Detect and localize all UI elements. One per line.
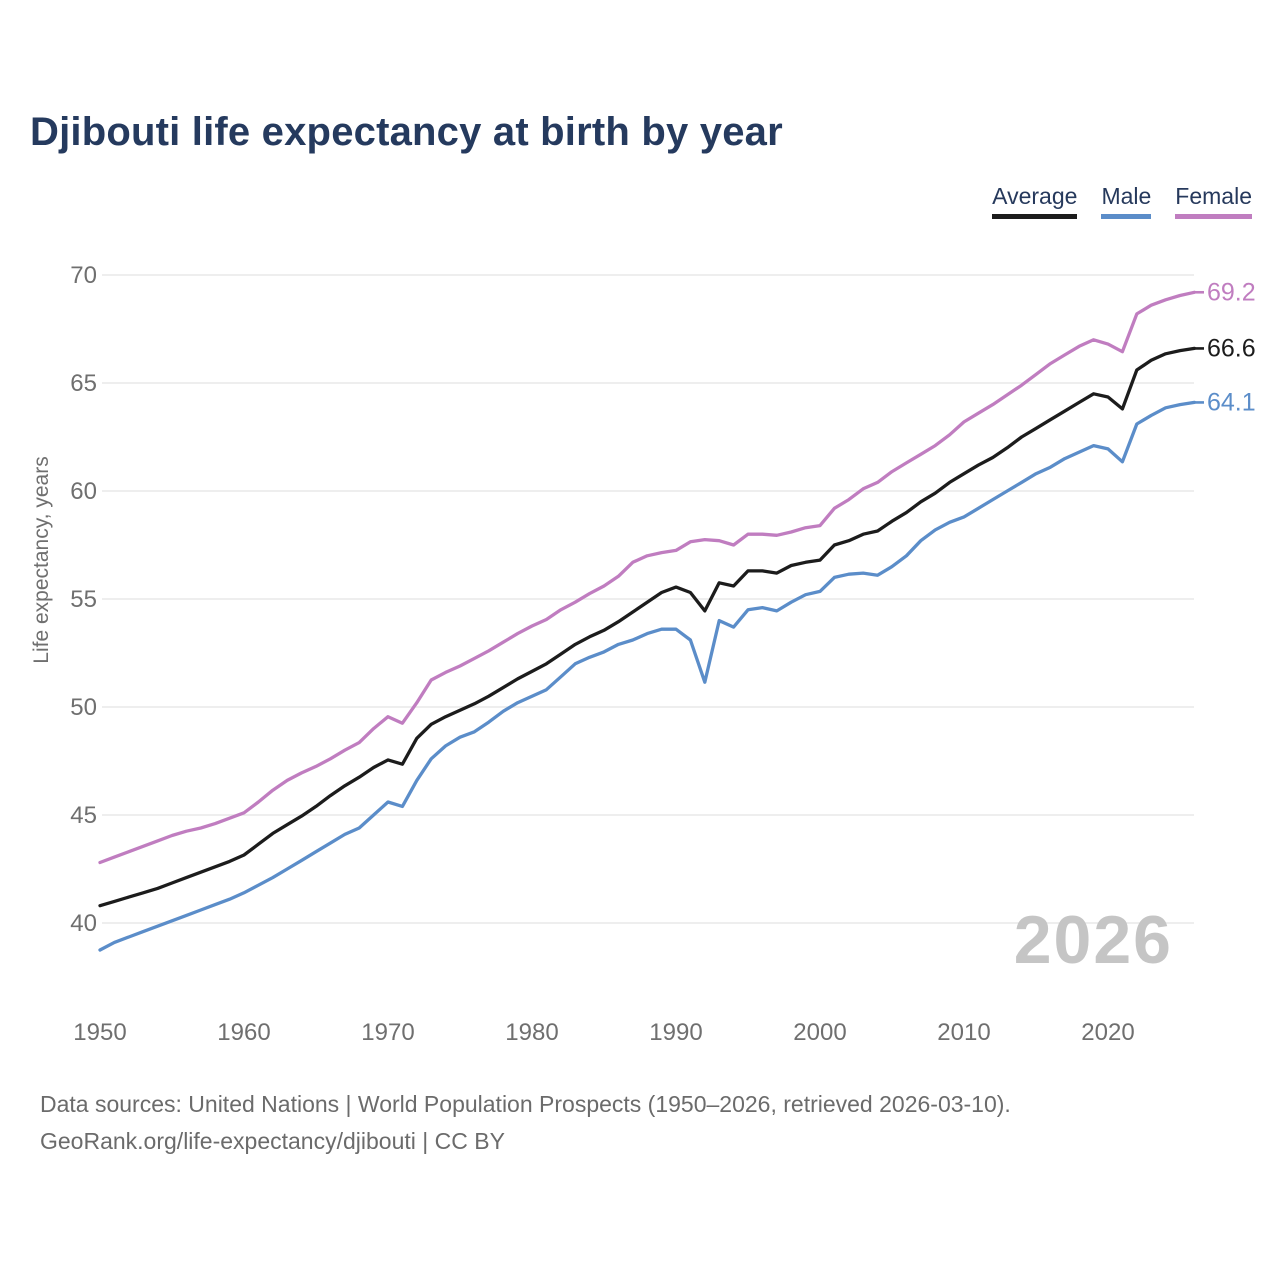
x-tick-label: 1980: [505, 1019, 558, 1046]
watermark: 2026: [1014, 902, 1173, 978]
y-tick-label: 65: [70, 370, 97, 397]
legend: Average Male Female: [992, 183, 1252, 220]
x-tick-label: 1990: [649, 1019, 702, 1046]
y-tick-label: 45: [70, 802, 97, 829]
y-tick-label: 55: [70, 586, 97, 613]
end-label-female: 69.2: [1207, 278, 1256, 306]
y-tick-label: 50: [70, 694, 97, 721]
x-tick-label: 2020: [1081, 1019, 1134, 1046]
y-tick-label: 70: [70, 262, 97, 289]
line-male: [98, 400, 1197, 952]
y-tick-label: 60: [70, 478, 97, 505]
line-average: [98, 346, 1197, 908]
y-axis-title: Life expectancy, years: [30, 456, 53, 663]
x-tick-label: 1960: [217, 1019, 270, 1046]
footer: Data sources: United Nations | World Pop…: [40, 1086, 1011, 1160]
end-label-average: 66.6: [1207, 334, 1256, 362]
legend-item-female[interactable]: Female: [1175, 183, 1252, 220]
footer-sources-line: Data sources: United Nations | World Pop…: [40, 1091, 1011, 1117]
footer-attribution-line: GeoRank.org/life-expectancy/djibouti | C…: [40, 1128, 505, 1154]
page-title: Djibouti life expectancy at birth by yea…: [30, 110, 783, 154]
x-tick-label: 2010: [937, 1019, 990, 1046]
y-tick-label: 40: [70, 910, 97, 937]
legend-item-male[interactable]: Male: [1101, 183, 1152, 220]
line-female: [98, 290, 1197, 865]
end-label-male: 64.1: [1207, 388, 1256, 416]
x-tick-label: 1950: [73, 1019, 126, 1046]
x-tick-label: 2000: [793, 1019, 846, 1046]
legend-item-average[interactable]: Average: [992, 183, 1078, 220]
x-tick-label: 1970: [361, 1019, 414, 1046]
